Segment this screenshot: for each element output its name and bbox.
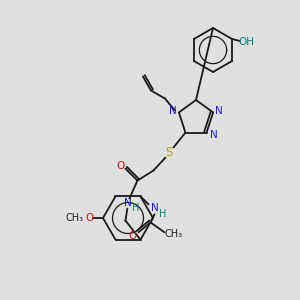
Text: N: N [124, 198, 131, 208]
Text: N: N [169, 106, 177, 116]
Text: O: O [85, 213, 93, 223]
Text: N: N [151, 203, 158, 213]
Text: H: H [132, 202, 139, 213]
Text: OH: OH [238, 37, 254, 47]
Text: H: H [159, 209, 166, 219]
Text: CH₃: CH₃ [164, 229, 183, 239]
Text: O: O [116, 160, 124, 171]
Text: S: S [166, 146, 173, 159]
Text: N: N [215, 106, 223, 116]
Text: O: O [128, 231, 136, 241]
Text: CH₃: CH₃ [66, 213, 84, 223]
Text: N: N [210, 130, 218, 140]
